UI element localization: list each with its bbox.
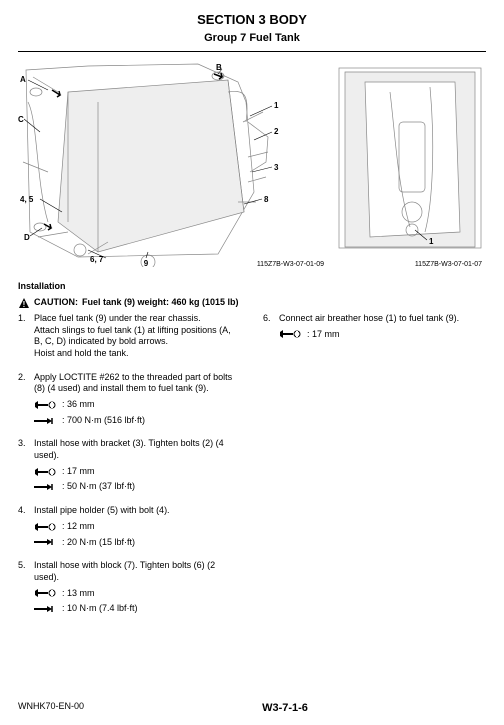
wrench-spec: : 36 mm — [34, 399, 241, 411]
step-text-line: Apply LOCTITE #262 to the threaded part … — [34, 372, 241, 395]
instruction-columns: 1.Place fuel tank (9) under the rear cha… — [18, 313, 486, 627]
spec-value: : 700 N·m (516 lbf·ft) — [62, 415, 145, 427]
left-column: 1.Place fuel tank (9) under the rear cha… — [18, 313, 241, 627]
svg-text:8: 8 — [264, 195, 269, 204]
step-body: Connect air breather hose (1) to fuel ta… — [279, 313, 486, 340]
step-body: Place fuel tank (9) under the rear chass… — [34, 313, 241, 360]
svg-text:C: C — [18, 115, 24, 124]
instruction-step: 5.Install hose with block (7). Tighten b… — [18, 560, 241, 615]
step-number: 1. — [18, 313, 34, 360]
figures-row: A B C D 1 2 3 4, 5 6, 7 8 9 — [18, 62, 486, 267]
step-text-line: Place fuel tank (9) under the rear chass… — [34, 313, 241, 325]
torque-spec: : 10 N·m (7.4 lbf·ft) — [34, 603, 241, 615]
wrench-spec: : 13 mm — [34, 588, 241, 600]
step-text-line: Hoist and hold the tank. — [34, 348, 241, 360]
figure-right: 1 115Z7B-W3-07-01-07 — [334, 62, 486, 267]
svg-text:2: 2 — [274, 127, 279, 136]
instruction-step: 4.Install pipe holder (5) with bolt (4).… — [18, 505, 241, 548]
step-number: 5. — [18, 560, 34, 615]
step-number: 6. — [263, 313, 279, 340]
page-footer: WNHK70-EN-00 W3-7-1-6 — [18, 701, 486, 715]
caution-text: Fuel tank (9) weight: 460 kg (1015 lb) — [82, 297, 239, 309]
right-column: 6.Connect air breather hose (1) to fuel … — [263, 313, 486, 627]
wrench-spec: : 12 mm — [34, 521, 241, 533]
step-text-line: Connect air breather hose (1) to fuel ta… — [279, 313, 486, 325]
step-body: Install pipe holder (5) with bolt (4). : … — [34, 505, 241, 548]
fuel-tank-diagram: A B C D 1 2 3 4, 5 6, 7 8 9 — [18, 62, 328, 267]
step-number: 3. — [18, 438, 34, 493]
torque-spec: : 20 N·m (15 lbf·ft) — [34, 537, 241, 549]
svg-text:D: D — [24, 233, 30, 242]
step-text-line: Attach slings to fuel tank (1) at liftin… — [34, 325, 241, 348]
instruction-step: 1.Place fuel tank (9) under the rear cha… — [18, 313, 241, 360]
svg-text:B: B — [216, 63, 222, 72]
step-text-line: Install hose with bracket (3). Tighten b… — [34, 438, 241, 461]
section-title: SECTION 3 BODY — [18, 12, 486, 29]
wrench-spec: : 17 mm — [34, 466, 241, 478]
instruction-step: 6.Connect air breather hose (1) to fuel … — [263, 313, 486, 340]
instruction-step: 3.Install hose with bracket (3). Tighten… — [18, 438, 241, 493]
figure-left-id: 115Z7B-W3-07-01-09 — [257, 260, 324, 269]
warning-icon: ! — [18, 297, 30, 309]
footer-left: WNHK70-EN-00 — [18, 701, 84, 715]
step-number: 2. — [18, 372, 34, 427]
step-body: Install hose with block (7). Tighten bol… — [34, 560, 241, 615]
breather-hose-diagram: 1 — [334, 62, 486, 267]
svg-text:9: 9 — [144, 259, 149, 267]
wrench-spec: : 17 mm — [279, 329, 486, 341]
spec-value: : 50 N·m (37 lbf·ft) — [62, 481, 135, 493]
step-text-line: Install hose with block (7). Tighten bol… — [34, 560, 241, 583]
header-rule — [18, 51, 486, 52]
svg-text:1: 1 — [274, 101, 279, 110]
figure-right-id: 115Z7B-W3-07-01-07 — [415, 260, 482, 269]
svg-text:!: ! — [23, 300, 26, 309]
spec-value: : 17 mm — [62, 466, 95, 478]
spec-value: : 13 mm — [62, 588, 95, 600]
spec-value: : 20 N·m (15 lbf·ft) — [62, 537, 135, 549]
step-text-line: Install pipe holder (5) with bolt (4). — [34, 505, 241, 517]
svg-text:4, 5: 4, 5 — [20, 195, 34, 204]
group-title: Group 7 Fuel Tank — [18, 31, 486, 45]
svg-text:3: 3 — [274, 163, 279, 172]
torque-spec: : 700 N·m (516 lbf·ft) — [34, 415, 241, 427]
step-body: Apply LOCTITE #262 to the threaded part … — [34, 372, 241, 427]
spec-value: : 36 mm — [62, 399, 95, 411]
svg-text:1: 1 — [429, 237, 434, 246]
caution-label: CAUTION: — [34, 297, 78, 309]
caution-row: ! CAUTION: Fuel tank (9) weight: 460 kg … — [18, 297, 486, 309]
footer-center: W3-7-1-6 — [84, 701, 486, 715]
figure-left: A B C D 1 2 3 4, 5 6, 7 8 9 — [18, 62, 328, 267]
page-header: SECTION 3 BODY Group 7 Fuel Tank — [18, 12, 486, 45]
instruction-step: 2.Apply LOCTITE #262 to the threaded par… — [18, 372, 241, 427]
step-body: Install hose with bracket (3). Tighten b… — [34, 438, 241, 493]
svg-text:A: A — [20, 75, 26, 84]
spec-value: : 10 N·m (7.4 lbf·ft) — [62, 603, 138, 615]
torque-spec: : 50 N·m (37 lbf·ft) — [34, 481, 241, 493]
spec-value: : 12 mm — [62, 521, 95, 533]
spec-value: : 17 mm — [307, 329, 340, 341]
installation-heading: Installation — [18, 281, 486, 293]
step-number: 4. — [18, 505, 34, 548]
